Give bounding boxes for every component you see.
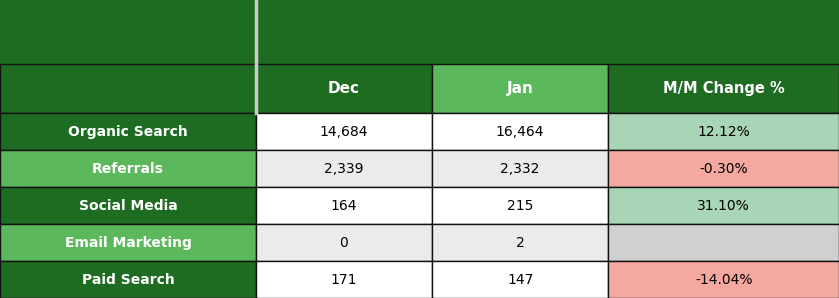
Text: 16,464: 16,464 — [496, 125, 545, 139]
FancyBboxPatch shape — [608, 261, 839, 298]
FancyBboxPatch shape — [256, 113, 432, 150]
FancyBboxPatch shape — [256, 150, 432, 187]
FancyBboxPatch shape — [256, 187, 432, 224]
Text: 2: 2 — [516, 236, 524, 249]
Text: 14,684: 14,684 — [320, 125, 368, 139]
FancyBboxPatch shape — [432, 261, 608, 298]
Text: -0.30%: -0.30% — [700, 162, 748, 176]
Text: 2,339: 2,339 — [324, 162, 364, 176]
Text: 2,332: 2,332 — [501, 162, 539, 176]
FancyBboxPatch shape — [608, 150, 839, 187]
Text: Organic Search: Organic Search — [68, 125, 188, 139]
FancyBboxPatch shape — [608, 187, 839, 224]
Text: Referrals: Referrals — [92, 162, 164, 176]
FancyBboxPatch shape — [608, 113, 839, 150]
Text: M/M Change %: M/M Change % — [663, 81, 784, 96]
Text: Dec: Dec — [328, 81, 360, 96]
FancyBboxPatch shape — [432, 224, 608, 261]
Text: Email Marketing: Email Marketing — [65, 236, 191, 249]
FancyBboxPatch shape — [608, 224, 839, 261]
FancyBboxPatch shape — [0, 150, 256, 187]
FancyBboxPatch shape — [608, 64, 839, 113]
FancyBboxPatch shape — [256, 224, 432, 261]
FancyBboxPatch shape — [256, 64, 432, 113]
FancyBboxPatch shape — [432, 187, 608, 224]
Text: Jan: Jan — [507, 81, 534, 96]
FancyBboxPatch shape — [0, 64, 256, 113]
Text: 215: 215 — [507, 199, 534, 212]
FancyBboxPatch shape — [0, 187, 256, 224]
Text: 12.12%: 12.12% — [697, 125, 750, 139]
Text: 31.10%: 31.10% — [697, 199, 750, 212]
Text: -14.04%: -14.04% — [695, 273, 753, 286]
Text: 147: 147 — [507, 273, 534, 286]
FancyBboxPatch shape — [432, 150, 608, 187]
FancyBboxPatch shape — [0, 261, 256, 298]
FancyBboxPatch shape — [0, 224, 256, 261]
FancyBboxPatch shape — [0, 113, 256, 150]
Text: 171: 171 — [331, 273, 357, 286]
FancyBboxPatch shape — [0, 0, 839, 64]
FancyBboxPatch shape — [432, 64, 608, 113]
Text: Paid Search: Paid Search — [81, 273, 175, 286]
FancyBboxPatch shape — [432, 113, 608, 150]
Text: Social Media: Social Media — [79, 199, 177, 212]
FancyBboxPatch shape — [256, 261, 432, 298]
Text: 0: 0 — [340, 236, 348, 249]
Text: 164: 164 — [331, 199, 357, 212]
